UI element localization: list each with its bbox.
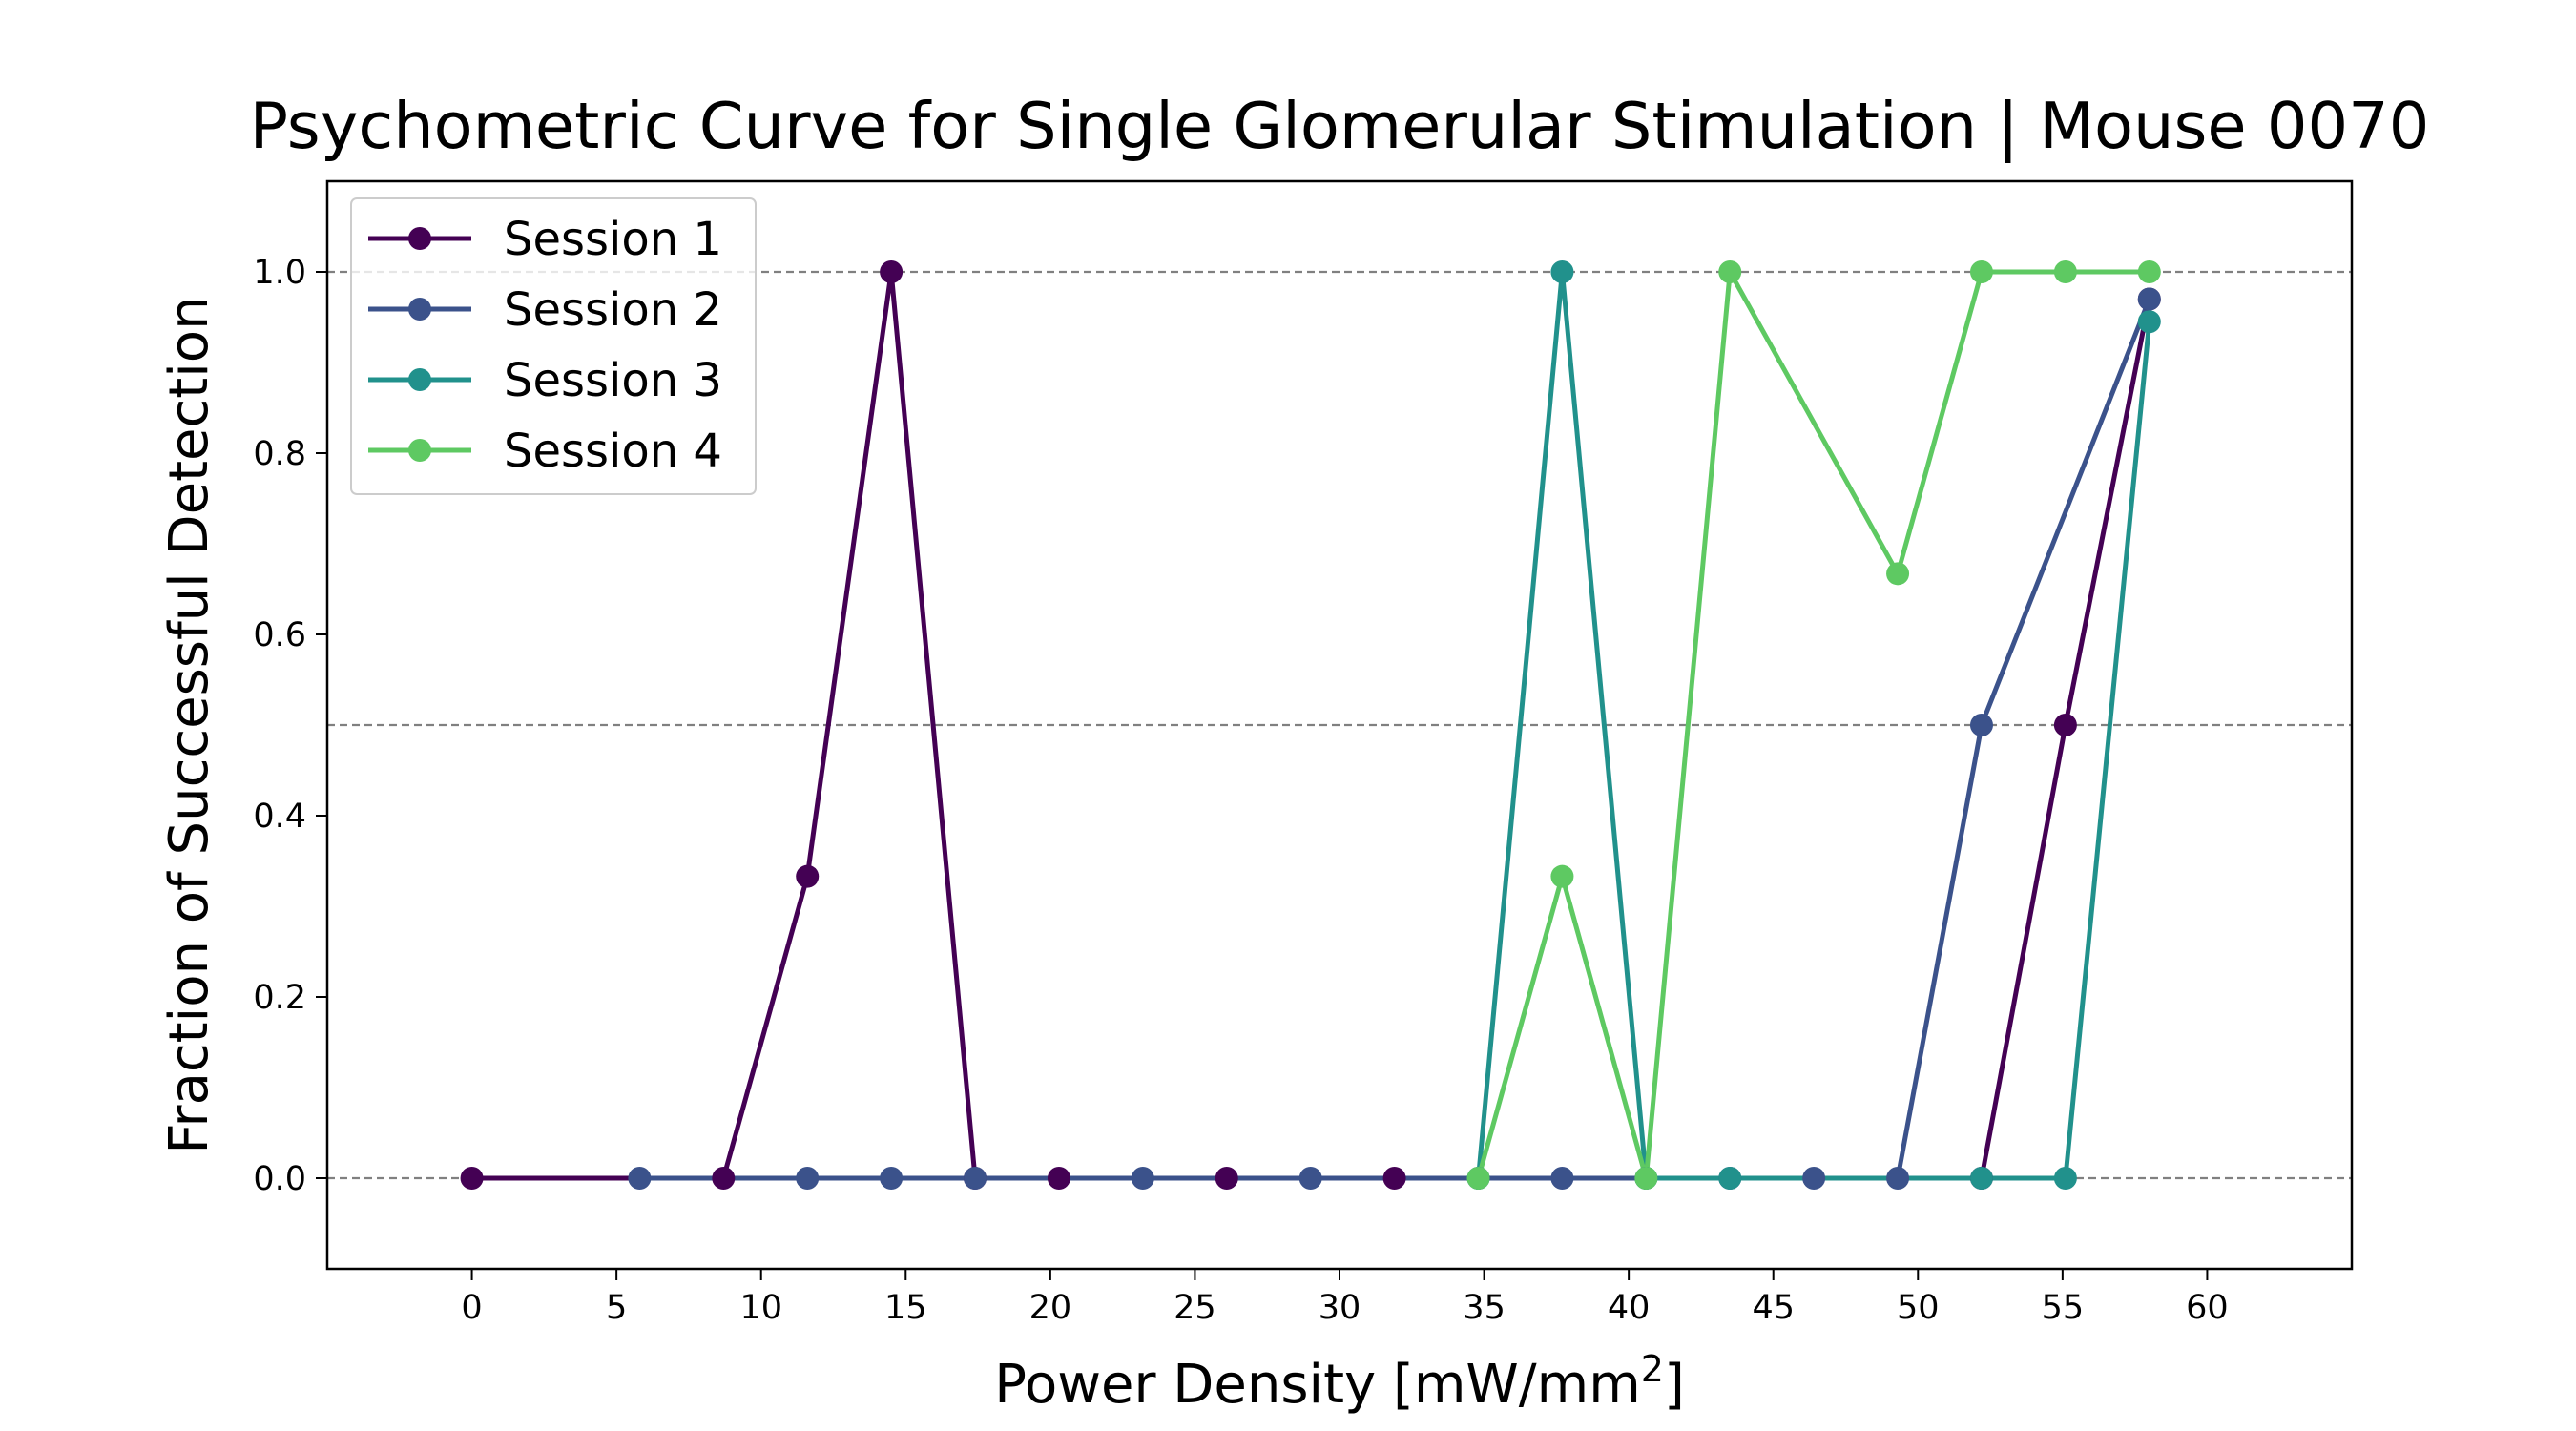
data-point-series-2 (1802, 1167, 1826, 1190)
x-axis-label-superscript: 2 (1641, 1348, 1664, 1390)
legend-label-series-1: Session 1 (504, 213, 722, 266)
legend-label-series-2: Session 2 (504, 283, 722, 337)
x-tick-label: 60 (2186, 1289, 2229, 1327)
data-point-series-4 (2137, 260, 2161, 283)
series-line-4 (1476, 269, 2150, 1181)
legend-box (350, 197, 757, 495)
y-tick-label: 0.8 (253, 435, 306, 473)
data-point-series-1 (1215, 1167, 1238, 1190)
data-point-series-3 (2137, 310, 2161, 334)
data-point-series-3 (1718, 1167, 1742, 1190)
x-tick-label: 0 (461, 1289, 482, 1327)
legend-marker-series-4 (408, 439, 431, 462)
data-point-series-3 (2053, 1167, 2077, 1190)
x-axis: 0 5 10 15 20 25 30 35 40 45 50 55 60 (461, 1269, 2229, 1327)
x-axis-label: Power Density [mW/mm2] (994, 1348, 1685, 1416)
x-tick-label: 45 (1752, 1289, 1795, 1327)
data-point-series-2 (1550, 1167, 1574, 1190)
legend-label-series-3: Session 3 (504, 354, 722, 407)
legend-marker-series-3 (408, 368, 431, 391)
x-tick-label: 20 (1029, 1289, 1072, 1327)
y-tick-label: 1.0 (253, 254, 306, 292)
chart-title: Psychometric Curve for Single Glomerular… (250, 89, 2430, 163)
series-points (460, 260, 2161, 1190)
x-axis-label-end: ] (1664, 1354, 1685, 1416)
data-point-series-1 (880, 260, 904, 283)
data-point-series-4 (1634, 1167, 1658, 1190)
data-point-series-1 (460, 1167, 484, 1190)
data-point-series-1 (712, 1167, 736, 1190)
legend-label-series-4: Session 4 (504, 425, 722, 478)
legend: Session 1 Session 2 Session 3 Session 4 (350, 197, 757, 495)
data-point-series-4 (1718, 260, 1742, 283)
data-point-series-2 (2137, 287, 2161, 311)
data-point-series-2 (628, 1167, 652, 1190)
data-point-series-3 (1969, 1167, 1993, 1190)
legend-marker-series-2 (408, 298, 431, 321)
y-tick-label: 0.6 (253, 616, 306, 654)
data-point-series-2 (880, 1167, 904, 1190)
data-point-series-1 (796, 864, 820, 888)
y-tick-label: 0.0 (253, 1160, 306, 1198)
x-tick-label: 50 (1897, 1289, 1940, 1327)
data-point-series-1 (1382, 1167, 1406, 1190)
x-tick-label: 35 (1463, 1289, 1506, 1327)
data-point-series-4 (1550, 864, 1574, 888)
data-point-series-1 (1047, 1167, 1070, 1190)
x-tick-label: 5 (606, 1289, 627, 1327)
y-tick-label: 0.2 (253, 979, 306, 1017)
x-tick-label: 55 (2042, 1289, 2085, 1327)
x-tick-label: 15 (884, 1289, 927, 1327)
x-tick-label: 30 (1319, 1289, 1361, 1327)
x-tick-label: 25 (1174, 1289, 1216, 1327)
data-point-series-4 (2053, 260, 2077, 283)
y-axis-label: Fraction of Successful Detection (158, 296, 220, 1153)
data-point-series-2 (1969, 714, 1993, 736)
x-tick-label: 40 (1608, 1289, 1651, 1327)
data-point-series-2 (796, 1167, 820, 1190)
data-point-series-2 (964, 1167, 987, 1190)
y-tick-label: 0.4 (253, 798, 306, 836)
legend-marker-series-1 (408, 227, 431, 250)
data-point-series-3 (1550, 260, 1574, 283)
x-axis-label-main: Power Density [mW/mm (994, 1354, 1641, 1416)
data-point-series-4 (1969, 260, 1993, 283)
data-point-series-2 (1886, 1167, 1910, 1190)
y-axis: 0.0 0.2 0.4 0.6 0.8 1.0 (253, 254, 327, 1198)
data-point-series-4 (1466, 1167, 1490, 1190)
data-point-series-4 (1886, 562, 1910, 586)
data-point-series-1 (2053, 714, 2077, 736)
data-point-series-2 (1131, 1167, 1154, 1190)
data-point-series-2 (1298, 1167, 1322, 1190)
x-tick-label: 10 (739, 1289, 782, 1327)
